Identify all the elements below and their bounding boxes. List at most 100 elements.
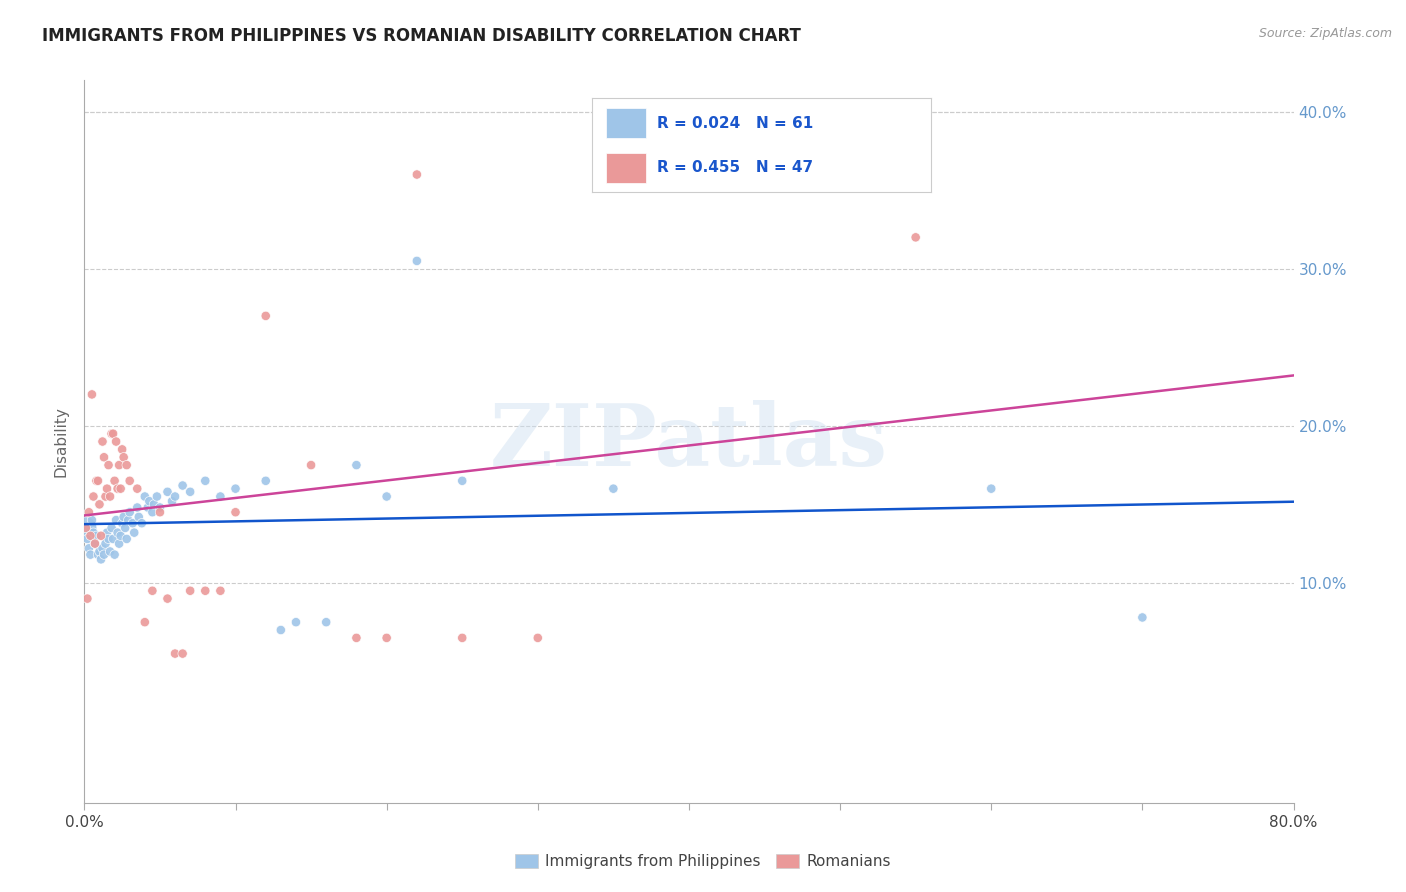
Point xyxy=(90,529,112,543)
Point xyxy=(75,521,97,535)
Point xyxy=(254,309,277,323)
Point xyxy=(111,516,134,531)
Point xyxy=(89,544,111,558)
Point xyxy=(172,647,194,661)
Point xyxy=(96,525,118,540)
Point xyxy=(138,494,160,508)
Point xyxy=(527,631,550,645)
Point xyxy=(209,490,232,504)
Point xyxy=(79,529,101,543)
Point xyxy=(91,434,114,449)
Point xyxy=(82,490,104,504)
Point xyxy=(172,478,194,492)
Point xyxy=(101,426,124,441)
Point xyxy=(254,474,277,488)
Point xyxy=(179,484,201,499)
Point xyxy=(299,458,322,472)
Point xyxy=(146,490,169,504)
Point xyxy=(76,532,98,546)
Point xyxy=(77,541,100,556)
Point xyxy=(86,529,108,543)
Point xyxy=(134,615,156,630)
Point xyxy=(87,548,110,562)
Point xyxy=(346,631,368,645)
Point xyxy=(86,474,108,488)
Point xyxy=(127,500,149,515)
Point xyxy=(285,615,308,630)
Point xyxy=(406,168,429,182)
Point xyxy=(315,615,337,630)
Point xyxy=(110,529,132,543)
Point xyxy=(100,521,122,535)
Point xyxy=(87,474,110,488)
Point xyxy=(194,474,217,488)
Point xyxy=(904,230,927,244)
Point xyxy=(225,505,247,519)
Point xyxy=(165,647,187,661)
Point xyxy=(141,583,163,598)
Point xyxy=(110,482,132,496)
Point xyxy=(114,521,136,535)
Point xyxy=(127,482,149,496)
Point xyxy=(76,591,98,606)
Point xyxy=(111,442,134,457)
Point xyxy=(375,631,398,645)
Point xyxy=(108,458,131,472)
Point xyxy=(179,583,201,598)
Point xyxy=(89,497,111,511)
Point xyxy=(101,532,124,546)
Point xyxy=(90,552,112,566)
Point xyxy=(118,474,141,488)
Point xyxy=(94,536,117,550)
Point xyxy=(84,536,107,550)
Text: ZIPatlas: ZIPatlas xyxy=(489,400,889,483)
Point xyxy=(80,513,103,527)
Point xyxy=(160,494,183,508)
Point xyxy=(117,513,139,527)
Point xyxy=(122,525,145,540)
Point xyxy=(134,490,156,504)
Point xyxy=(602,482,624,496)
Point xyxy=(93,548,115,562)
Point xyxy=(108,536,131,550)
Point xyxy=(980,482,1002,496)
Point xyxy=(80,387,103,401)
Point xyxy=(84,536,107,550)
Point xyxy=(94,490,117,504)
Point xyxy=(104,548,127,562)
Point xyxy=(375,490,398,504)
Point xyxy=(156,484,179,499)
Point xyxy=(194,583,217,598)
Point xyxy=(75,521,97,535)
Point xyxy=(149,500,172,515)
Point xyxy=(1130,610,1153,624)
Point xyxy=(406,253,429,268)
Text: Source: ZipAtlas.com: Source: ZipAtlas.com xyxy=(1258,27,1392,40)
Point xyxy=(97,532,120,546)
Point xyxy=(165,490,187,504)
Point xyxy=(118,505,141,519)
Point xyxy=(100,426,122,441)
Point xyxy=(209,583,232,598)
Point xyxy=(156,591,179,606)
Legend: Immigrants from Philippines, Romanians: Immigrants from Philippines, Romanians xyxy=(509,848,897,875)
Point xyxy=(82,525,104,540)
Point xyxy=(142,497,165,511)
Point xyxy=(131,516,153,531)
Point xyxy=(128,510,150,524)
Point xyxy=(141,505,163,519)
Point xyxy=(451,631,474,645)
Point xyxy=(98,490,121,504)
Point xyxy=(112,510,135,524)
Point xyxy=(115,458,138,472)
Point xyxy=(346,458,368,472)
Point xyxy=(451,474,474,488)
Point xyxy=(93,450,115,465)
Point xyxy=(149,505,172,519)
Point xyxy=(91,541,114,556)
Y-axis label: Disability: Disability xyxy=(53,406,69,477)
Point xyxy=(136,500,159,515)
Point xyxy=(96,482,118,496)
Point xyxy=(105,513,128,527)
Point xyxy=(104,474,127,488)
